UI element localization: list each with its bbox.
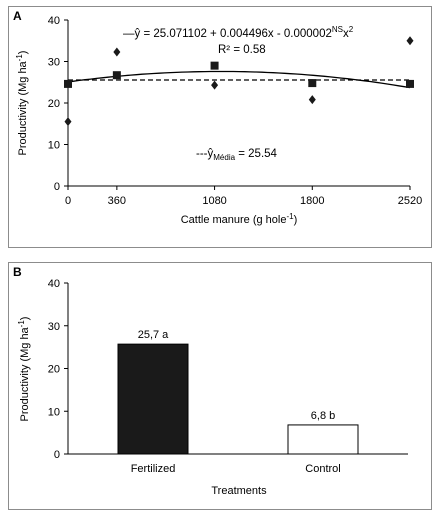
mean-label: ---ŷMédia = 25.54	[196, 148, 278, 162]
y-tick-label: 10	[48, 140, 60, 152]
chart-a-svg: —ŷ = 25.071102 + 0.004496x - 0.000002NSx…	[15, 15, 422, 226]
regression-curve	[67, 70, 411, 89]
x-tick-label: 360	[108, 195, 126, 207]
y-axis-title: Productivity (Mg ha-1)	[15, 51, 29, 156]
data-label: 6,8 b	[311, 410, 335, 422]
data-label: 25,7 a	[138, 329, 169, 341]
y-tick-label: 10	[48, 406, 60, 418]
y-tick-label: 20	[48, 98, 60, 110]
square-point	[64, 79, 72, 88]
y-tick-label: 40	[48, 15, 60, 27]
diamond-point	[406, 36, 414, 46]
y-tick-label: 20	[48, 364, 60, 376]
bar-control	[287, 424, 359, 455]
square-point	[112, 71, 121, 80]
y-tick-label: 30	[48, 321, 60, 333]
square-point	[210, 61, 219, 70]
x-tick-label: 1080	[202, 195, 226, 207]
y-tick-label: 0	[54, 449, 60, 461]
y-axis-title: Productivity (Mg ha-1)	[17, 317, 31, 422]
diamond-point	[64, 117, 72, 127]
y-tick-label: 30	[48, 57, 60, 69]
x-axis-title: Treatments	[211, 485, 267, 497]
chart-b-svg: Treatments Productivity (Mg ha-1) 0 10 20 3…	[17, 278, 408, 497]
x-tick-label: Fertilized	[131, 463, 176, 475]
panel-b-label: B	[13, 265, 22, 279]
square-point	[406, 79, 414, 88]
diamond-point	[211, 80, 219, 90]
diamond-point	[113, 47, 121, 57]
square-point	[308, 79, 317, 88]
y-tick-label: 40	[48, 278, 60, 290]
panel-a: A —ŷ = 25.071102 + 0.004496x - 0.000002N…	[8, 6, 432, 248]
x-tick-label: Control	[305, 463, 340, 475]
x-tick-label: 1800	[300, 195, 324, 207]
panel-a-label: A	[13, 9, 22, 23]
r-squared: R² = 0.58	[218, 44, 266, 56]
x-tick-label: 2520	[398, 195, 422, 207]
diamond-point	[308, 95, 316, 105]
x-axis-title: Cattle manure (g hole-1)	[181, 212, 298, 226]
regression-equation: —ŷ = 25.071102 + 0.004496x - 0.000002NSx…	[123, 25, 354, 40]
x-tick-label: 0	[65, 195, 71, 207]
panel-b: B Treatments Productivity (Mg ha-1) 0 10 2…	[8, 262, 432, 510]
y-tick-label: 0	[54, 181, 60, 193]
bar-fertilized	[117, 343, 189, 455]
